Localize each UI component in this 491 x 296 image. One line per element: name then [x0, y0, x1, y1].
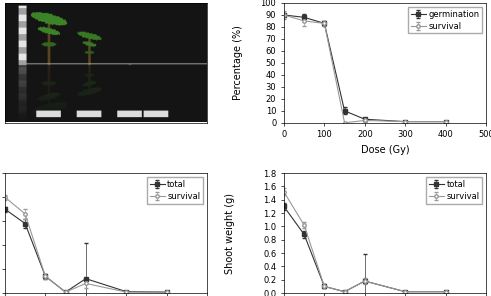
Legend: germination, survival: germination, survival: [409, 7, 482, 33]
X-axis label: Dose (Gy): Dose (Gy): [361, 145, 409, 155]
Legend: total, survival: total, survival: [147, 177, 203, 204]
Legend: total, survival: total, survival: [426, 177, 482, 204]
Y-axis label: Shoot weight (g): Shoot weight (g): [225, 193, 235, 274]
Y-axis label: Percentage (%): Percentage (%): [234, 25, 244, 100]
